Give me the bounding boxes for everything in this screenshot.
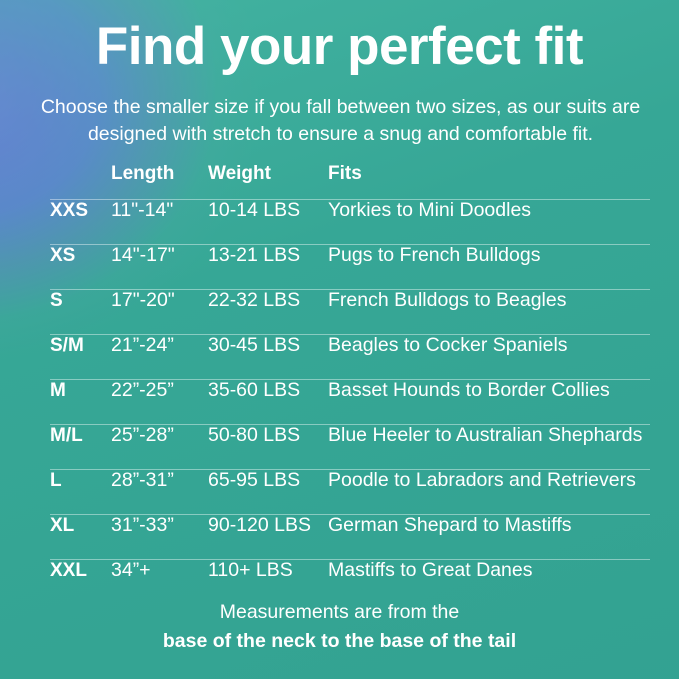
table-header-row: Length Weight Fits [50, 163, 650, 199]
cell-length: 28”-31” [111, 469, 174, 491]
cell-fits: Pugs to French Bulldogs [328, 244, 541, 266]
cell-size: XXL [50, 560, 87, 581]
table-row: S 17"-20" 22-32 LBS French Bulldogs to B… [50, 289, 650, 334]
table-row: S/M 21”-24” 30-45 LBS Beagles to Cocker … [50, 334, 650, 379]
cell-weight: 13-21 LBS [208, 244, 301, 266]
table-row: XL 31”-33” 90-120 LBS German Shepard to … [50, 514, 650, 559]
cell-size: M [50, 380, 66, 401]
table-row: M/L 25”-28” 50-80 LBS Blue Heeler to Aus… [50, 424, 650, 469]
cell-size: S [50, 290, 63, 311]
table-row: XS 14"-17" 13-21 LBS Pugs to French Bull… [50, 244, 650, 289]
cell-fits: Beagles to Cocker Spaniels [328, 334, 568, 356]
cell-length: 11"-14" [111, 199, 174, 221]
table-row: XXS 11"-14" 10-14 LBS Yorkies to Mini Do… [50, 199, 650, 244]
column-header-length: Length [111, 163, 175, 184]
column-header-fits: Fits [328, 163, 362, 184]
cell-weight: 50-80 LBS [208, 424, 301, 446]
cell-size: L [50, 470, 62, 491]
cell-weight: 110+ LBS [208, 559, 293, 581]
cell-fits: Mastiffs to Great Danes [328, 559, 533, 581]
page-subtitle: Choose the smaller size if you fall betw… [40, 96, 641, 145]
cell-size: XXS [50, 200, 89, 221]
cell-length: 34”+ [111, 559, 151, 581]
cell-length: 31”-33” [111, 514, 174, 536]
cell-weight: 22-32 LBS [208, 289, 301, 311]
size-table: Length Weight Fits XXS 11"-14" 10-14 LBS… [50, 163, 650, 604]
column-header-weight: Weight [208, 163, 271, 184]
cell-fits: French Bulldogs to Beagles [328, 289, 567, 311]
measurement-note: Measurements are from the base of the ne… [0, 598, 679, 655]
cell-length: 21”-24” [111, 334, 174, 356]
cell-weight: 90-120 LBS [208, 514, 311, 536]
cell-size: XS [50, 245, 76, 266]
cell-weight: 65-95 LBS [208, 469, 301, 491]
cell-size: M/L [50, 425, 83, 446]
cell-length: 17"-20" [111, 289, 175, 311]
cell-length: 22”-25” [111, 379, 174, 401]
cell-weight: 35-60 LBS [208, 379, 301, 401]
cell-size: S/M [50, 335, 84, 356]
measurement-note-line1: Measurements are from the [219, 601, 460, 624]
cell-size: XL [50, 515, 75, 536]
table-row: L 28”-31” 65-95 LBS Poodle to Labradors … [50, 469, 650, 514]
cell-fits: Basset Hounds to Border Collies [328, 379, 610, 401]
cell-fits: Poodle to Labradors and Retrievers [328, 469, 636, 491]
page-title: Find your perfect fit [95, 17, 584, 76]
cell-length: 14"-17" [111, 244, 175, 266]
cell-fits: Yorkies to Mini Doodles [328, 199, 532, 221]
table-row: M 22”-25” 35-60 LBS Basset Hounds to Bor… [50, 379, 650, 424]
cell-weight: 30-45 LBS [208, 334, 301, 356]
measurement-note-line2: base of the neck to the base of the tail [162, 629, 517, 652]
cell-weight: 10-14 LBS [208, 199, 301, 221]
cell-fits: German Shepard to Mastiffs [328, 514, 572, 536]
cell-length: 25”-28” [111, 424, 174, 446]
table-row: XXL 34”+ 110+ LBS Mastiffs to Great Dane… [50, 559, 650, 604]
cell-fits: Blue Heeler to Australian Shephards [328, 424, 643, 446]
